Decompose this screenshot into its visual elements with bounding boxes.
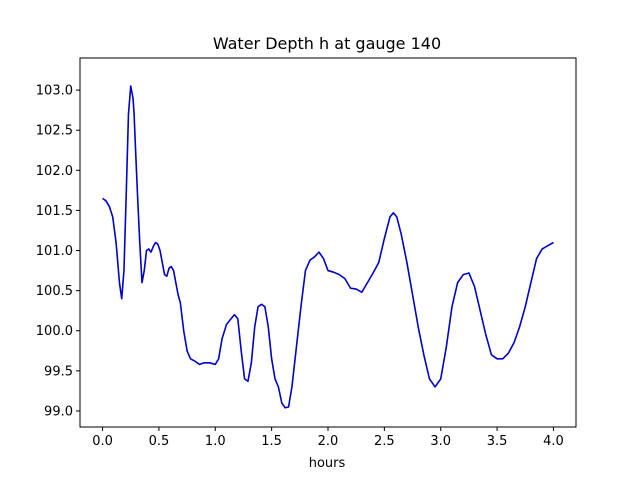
- series-line-0: [102, 85, 554, 409]
- x-tick-label: 0.0: [92, 434, 113, 449]
- x-tick-label: 2.5: [374, 434, 395, 449]
- y-tick-label: 102.0: [36, 164, 73, 179]
- y-axis-ticks: 99.0 99.5 100.0 100.5 101.0 101.5 102.0 102.5 10…: [36, 84, 80, 419]
- x-tick-label: 1.0: [205, 434, 226, 449]
- y-tick-label: 99.5: [44, 364, 73, 379]
- y-tick-label: 103.0: [36, 84, 73, 99]
- x-tick-label: 2.0: [318, 434, 339, 449]
- x-axis-ticks: 0.0 0.5 1.0 1.5 2.0 2.5 3.0 3.5 4.0: [92, 427, 564, 449]
- x-tick-label: 3.0: [430, 434, 451, 449]
- plot-area: 0.0 0.5 1.0 1.5 2.0 2.5 3.0 3.5 4.0 99.0 99.5 100.…: [36, 57, 577, 449]
- y-tick-label: 102.5: [36, 124, 73, 139]
- y-tick-label: 101.0: [36, 244, 73, 259]
- x-tick-label: 1.5: [261, 434, 282, 449]
- x-tick-label: 3.5: [487, 434, 508, 449]
- y-tick-label: 100.5: [36, 284, 73, 299]
- y-tick-label: 101.5: [36, 204, 73, 219]
- y-tick-label: 100.0: [36, 324, 73, 339]
- y-tick-label: 99.0: [44, 404, 73, 419]
- x-tick-label: 0.5: [149, 434, 170, 449]
- chart-title: Water Depth h at gauge 140: [213, 34, 441, 53]
- axes-frame: [79, 57, 577, 428]
- x-tick-label: 4.0: [543, 434, 564, 449]
- series-layer: [102, 85, 554, 409]
- x-axis-label: hours: [309, 456, 346, 471]
